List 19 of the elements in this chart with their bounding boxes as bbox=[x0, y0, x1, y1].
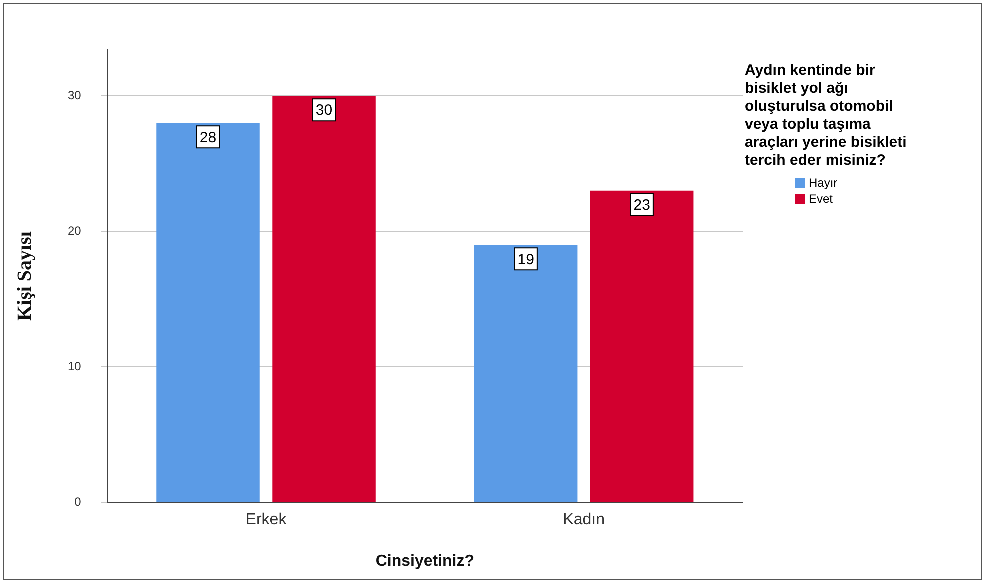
legend-label: Evet bbox=[809, 192, 834, 206]
y-tick-label: 20 bbox=[68, 224, 82, 238]
data-label: 23 bbox=[634, 197, 650, 214]
y-tick-label: 0 bbox=[74, 494, 82, 509]
data-label: 19 bbox=[518, 251, 534, 268]
y-axis-title: Kişi Sayısı bbox=[14, 231, 36, 322]
x-axis-title: Cinsiyetiniz? bbox=[376, 552, 475, 570]
data-label: 30 bbox=[316, 102, 333, 120]
y-tick-label: 10 bbox=[68, 359, 82, 374]
bar bbox=[474, 245, 578, 502]
x-tick-label: Erkek bbox=[246, 512, 288, 529]
bar bbox=[272, 96, 376, 502]
x-tick-label: Kadın bbox=[563, 512, 605, 529]
y-tick-label: 30 bbox=[68, 88, 82, 102]
bar bbox=[590, 190, 694, 502]
legend-label: Hayır bbox=[809, 176, 838, 190]
bar bbox=[156, 123, 260, 502]
data-label: 28 bbox=[200, 129, 217, 146]
legend-title: Aydın kentinde bir bisiklet yol ağı oluşturulsa otomobil veya toplu taşıma araçları yerine bisikleti tercih eder misiniz? bbox=[745, 62, 908, 170]
